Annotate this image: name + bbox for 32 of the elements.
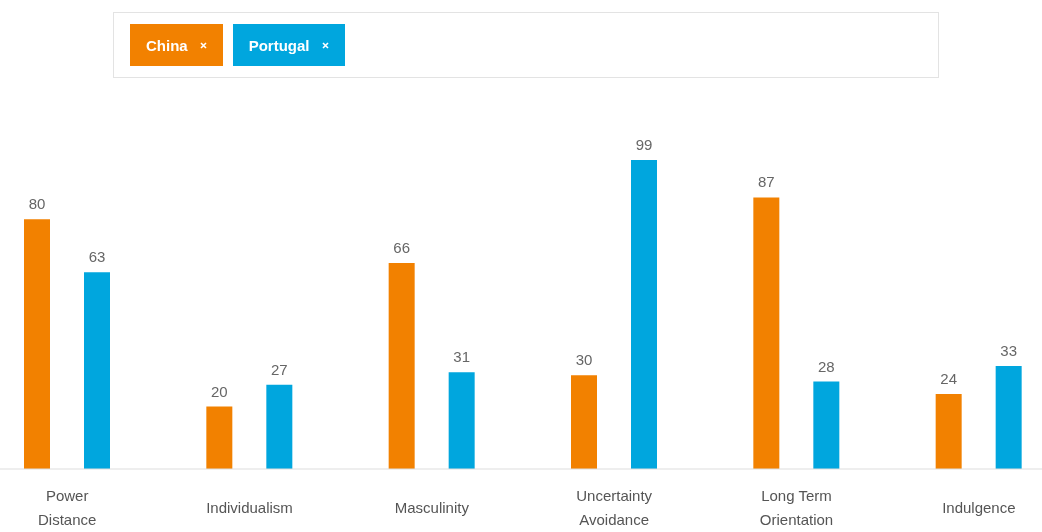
data-label: 87 <box>757 173 775 191</box>
data-label: 31 <box>453 348 471 366</box>
text: China <box>146 36 188 54</box>
data-label: 24 <box>940 370 958 388</box>
bar <box>24 219 50 469</box>
text: Portugal <box>248 36 310 54</box>
bar <box>813 381 840 469</box>
data-label: 28 <box>817 357 835 375</box>
data-label: 66 <box>393 239 411 256</box>
bar <box>935 394 962 469</box>
bar <box>995 366 1022 469</box>
bar <box>206 406 233 469</box>
x-tick-label: Individualism <box>206 499 293 516</box>
data-label: 33 <box>1000 342 1018 359</box>
x-tick-label: Long Term Orientation <box>759 487 834 528</box>
data-label: 27 <box>270 360 288 378</box>
data-label: 63 <box>88 248 106 266</box>
bar <box>571 375 597 469</box>
data-label: 30 <box>575 351 593 369</box>
x-tick-label: Masculinity <box>394 499 470 516</box>
bar <box>266 384 293 469</box>
bar <box>84 272 110 469</box>
data-label: 99 <box>635 136 653 153</box>
data-label: 20 <box>210 382 228 400</box>
data-label: 80 <box>28 195 46 213</box>
x-tick-label: Uncertainty Avoidance <box>576 487 653 528</box>
x-tick-label: Indulgence <box>942 499 1016 516</box>
bar <box>631 160 657 469</box>
bar <box>448 372 475 469</box>
bar <box>753 197 780 469</box>
bar <box>388 263 415 469</box>
x-tick-label: Power Distance <box>37 487 97 528</box>
